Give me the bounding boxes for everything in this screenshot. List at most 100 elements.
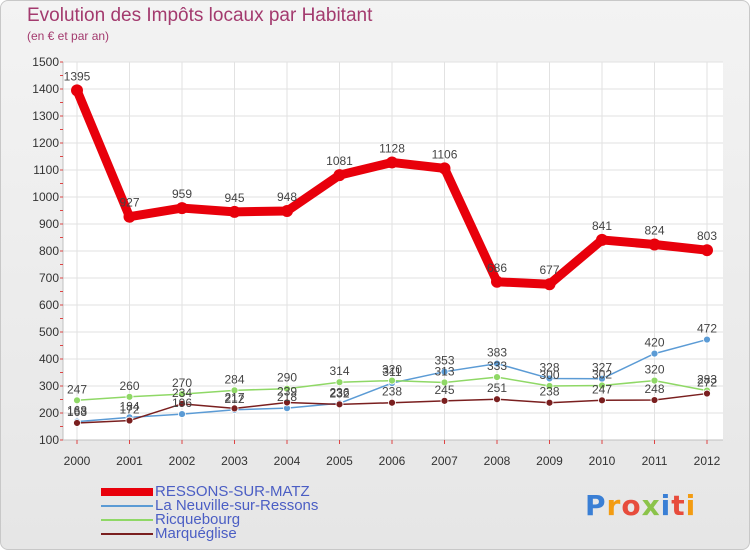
data-point (230, 404, 239, 413)
data-label: 232 (329, 386, 349, 400)
data-point (335, 378, 344, 387)
data-point (440, 396, 449, 405)
data-point (703, 389, 711, 398)
data-point (283, 384, 291, 393)
data-point (178, 390, 186, 399)
x-tick-label: 2009 (536, 454, 563, 468)
data-label: 313 (434, 364, 454, 378)
data-label: 945 (224, 191, 244, 205)
data-label: 328 (539, 360, 559, 374)
x-tick-label: 2000 (64, 454, 91, 468)
data-point (440, 378, 449, 387)
data-point (493, 373, 501, 381)
x-tick-label: 2010 (589, 454, 616, 468)
data-point (73, 419, 81, 427)
y-tick-label: 1300 (32, 109, 59, 123)
data-label: 420 (644, 336, 664, 350)
data-label: 184 (119, 399, 139, 413)
data-label: 260 (119, 379, 139, 393)
data-point (333, 169, 346, 182)
x-tick-label: 2006 (379, 454, 406, 468)
data-label: 1106 (432, 147, 458, 161)
logo-letter: r (606, 489, 622, 522)
y-tick-label: 1200 (32, 136, 59, 150)
logo-letter: x (641, 489, 661, 522)
data-label: 320 (382, 363, 402, 377)
legend-item: Ricquebourg (101, 511, 361, 528)
data-label: 1081 (326, 154, 353, 168)
x-tick-label: 2005 (326, 454, 353, 468)
y-tick-label: 1500 (32, 55, 59, 69)
data-point (386, 156, 398, 169)
legend-swatch (101, 488, 153, 496)
data-point (598, 381, 606, 390)
logo-letter: i (660, 489, 672, 522)
data-point (598, 396, 606, 405)
data-label: 383 (487, 346, 507, 360)
data-label: 247 (592, 382, 612, 396)
data-point (650, 376, 659, 385)
data-point (176, 202, 188, 215)
y-tick-label: 1000 (32, 190, 59, 204)
legend-item: Marquéglise (101, 525, 361, 542)
data-point (648, 238, 661, 251)
data-point (281, 205, 293, 218)
data-point (440, 367, 449, 376)
x-tick-label: 2001 (116, 454, 143, 468)
logo-letter: i (685, 489, 697, 522)
data-point (228, 205, 241, 218)
data-point (545, 374, 554, 383)
data-label: 686 (487, 261, 507, 275)
y-tick-label: 1100 (33, 163, 59, 177)
x-tick-label: 2004 (274, 454, 301, 468)
data-point (71, 84, 83, 97)
data-point (543, 278, 556, 291)
data-point (493, 359, 501, 368)
data-point (123, 210, 136, 223)
data-label: 238 (539, 385, 559, 399)
data-label: 327 (592, 361, 612, 375)
data-label: 247 (67, 382, 87, 396)
data-label: 841 (592, 219, 612, 233)
data-label: 302 (592, 367, 612, 381)
y-tick-label: 400 (39, 352, 59, 366)
data-label: 948 (277, 190, 297, 204)
logo-letter: o (621, 489, 642, 522)
data-point (438, 162, 451, 175)
data-point (335, 400, 344, 409)
data-point (230, 386, 239, 395)
data-label: 163 (67, 405, 87, 419)
logo-letter: P (585, 489, 607, 522)
data-label: 217 (224, 390, 244, 404)
data-label: 212 (224, 392, 244, 406)
y-tick-label: 500 (39, 325, 59, 339)
data-label: 168 (67, 404, 87, 418)
x-tick-label: 2012 (694, 454, 721, 468)
x-tick-label: 2008 (484, 454, 511, 468)
data-point (596, 233, 608, 246)
legend-label: Marquéglise (155, 525, 237, 542)
data-point (388, 398, 396, 407)
legend-label: Ricquebourg (155, 511, 241, 528)
y-tick-label: 600 (39, 298, 59, 312)
data-label: 320 (644, 363, 664, 377)
data-label: 959 (172, 187, 192, 201)
legend-item: RESSONS-SUR-MATZ (101, 483, 361, 500)
x-tick-label: 2007 (431, 454, 458, 468)
y-tick-label: 900 (39, 217, 59, 231)
data-label: 1128 (379, 141, 405, 155)
data-label: 245 (434, 383, 454, 397)
data-label: 353 (434, 354, 454, 368)
legend-label: RESSONS-SUR-MATZ (155, 483, 310, 500)
data-point (650, 349, 659, 358)
data-label: 272 (697, 376, 717, 390)
data-label: 927 (119, 196, 139, 210)
legend-swatch (101, 519, 153, 521)
data-point (178, 399, 186, 408)
data-label: 238 (382, 385, 402, 399)
data-point (73, 396, 81, 405)
proxiti-logo: Proxiti (585, 489, 696, 522)
data-label: 172 (119, 403, 139, 417)
legend-label: La Neuville-sur-Ressons (155, 497, 319, 514)
